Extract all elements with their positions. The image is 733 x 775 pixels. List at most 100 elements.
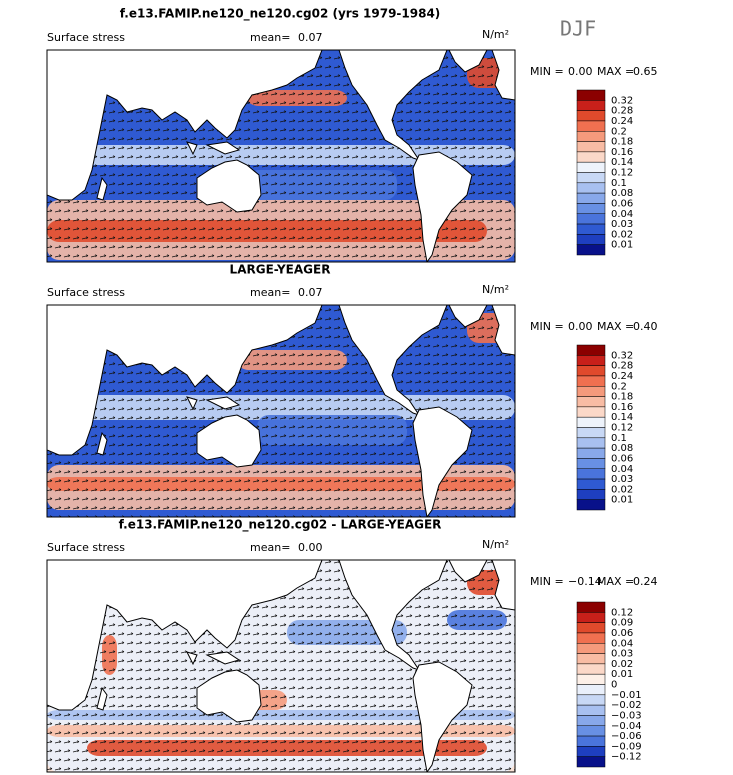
colorbar-box [576,100,606,111]
mean-value: 0.07 [298,286,323,299]
colorbar-label: −0.09 [611,741,642,752]
mean-value: 0.00 [298,541,323,554]
colorbar-box [576,416,606,428]
colorbar-label: 0.14 [611,157,633,168]
colorbar-label: 0.03 [611,474,633,485]
colorbar-label: 0 [611,680,617,691]
colorbar-box [576,632,606,644]
min-label: MIN = [530,320,564,333]
colorbar-label: 0.28 [611,106,633,117]
colorbar-box [576,120,606,132]
colorbar-box [576,365,606,377]
colorbar-box [576,643,606,654]
colorbar-label: 0.1 [611,433,627,444]
colorbar-label: 0.1 [611,178,627,189]
colorbar-label: 0.24 [611,371,633,382]
colorbar-box [576,131,606,142]
colorbar-label: −0.03 [611,710,642,721]
colorbar-label: 0.16 [611,402,633,413]
colorbar-box [576,396,606,408]
colorbar-label: 0.24 [611,116,633,127]
max-label: MAX = [597,575,634,588]
colorbar-box [576,478,606,490]
colorbar-box [576,172,606,184]
colorbar-label: 0.2 [611,381,627,392]
colorbar-label: 0.02 [611,659,633,670]
colorbar-box [576,223,606,235]
colorbar-box [576,601,606,613]
colorbar-box [576,427,606,439]
colorbar-box [576,663,606,675]
colorbar-box [576,725,606,737]
map-frame [46,304,516,518]
colorbar-box [576,203,606,214]
colorbar-box [576,447,606,459]
colorbar-label: −0.12 [611,752,642,763]
colorbar-label: −0.04 [611,721,642,732]
min-value: 0.00 [568,65,593,78]
colorbar-box [576,458,606,469]
colorbar-label: 0.02 [611,229,633,240]
colorbar-label: 0.16 [611,147,633,158]
panel-title: LARGE-YEAGER [230,263,331,277]
colorbar-box [576,756,606,768]
colorbar-label: 0.09 [611,618,633,629]
colorbar-box [576,344,606,356]
colorbar-label: 0.02 [611,484,633,495]
map-frame [46,49,516,263]
colorbar-label: 0.2 [611,126,627,137]
mean-value: 0.07 [298,31,323,44]
colorbar-box [576,355,606,366]
min-label: MIN = [530,65,564,78]
units-label: N/m² [482,28,509,41]
colorbar-box [576,499,606,511]
units-label: N/m² [482,283,509,296]
colorbar-box [576,234,606,245]
colorbar-label: 0.08 [611,443,633,454]
colorbar-box [576,141,606,153]
colorbar-box [576,612,606,623]
colorbar-label: 0.12 [611,423,633,434]
colorbar-box [576,244,606,256]
colorbar-box [576,89,606,101]
max-value: 0.65 [633,65,658,78]
colorbar-label: 0.18 [611,137,633,148]
colorbar-box [576,684,606,696]
colorbar-label: 0.01 [611,669,633,680]
colorbar-box [576,694,606,706]
colorbar-label: 0.18 [611,392,633,403]
colorbar-box [576,161,606,173]
max-label: MAX = [597,65,634,78]
variable-label: Surface stress [47,286,125,299]
variable-label: Surface stress [47,541,125,554]
map [47,560,515,772]
colorbar-box [576,746,606,757]
colorbar-label: 0.14 [611,412,633,423]
map [47,305,515,517]
colorbar-label: 0.32 [611,350,633,361]
colorbar-box [576,182,606,194]
max-value: 0.24 [633,575,658,588]
map-frame [46,559,516,773]
panel-title: f.e13.FAMIP.ne120_ne120.cg02 (yrs 1979-1… [120,7,441,22]
colorbar-box [576,735,606,747]
mean-label: mean= [250,541,290,554]
colorbar-box [576,386,606,397]
colorbar-box [576,110,606,122]
colorbar-label: 0.01 [611,240,633,251]
colorbar-label: 0.01 [611,495,633,506]
colorbar-label: 0.06 [611,453,633,464]
colorbar-box [576,673,606,685]
colorbar-label: 0.04 [611,638,633,649]
colorbar-label: 0.32 [611,95,633,106]
colorbar-label: 0.06 [611,198,633,209]
colorbar-box [576,192,606,204]
mean-label: mean= [250,31,290,44]
colorbar-box [576,151,606,163]
colorbar-box [576,468,606,480]
min-value: −0.14 [568,575,602,588]
variable-label: Surface stress [47,31,125,44]
colorbar-label: 0.06 [611,628,633,639]
season-label: DJF [560,17,596,41]
